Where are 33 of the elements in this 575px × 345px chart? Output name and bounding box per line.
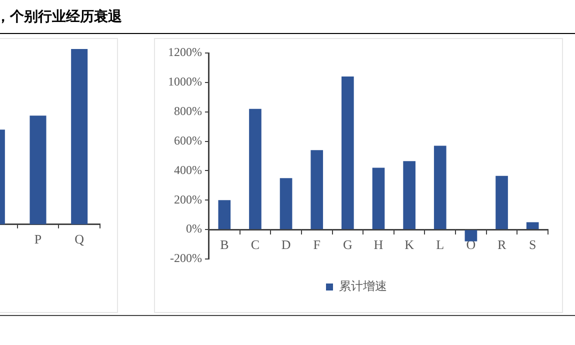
y-tick-label: 200% — [174, 192, 202, 206]
bar — [372, 168, 385, 230]
x-tick-label: B — [220, 236, 230, 252]
x-tick-label: Q — [74, 232, 85, 247]
x-tick-label: L — [436, 236, 444, 252]
y-tick-label: 800% — [174, 104, 202, 118]
bar — [403, 161, 416, 230]
x-tick-label: G — [342, 236, 352, 252]
y-tick-label: 600% — [174, 133, 202, 148]
x-tick-label: K — [404, 236, 415, 252]
y-tick-label: 0% — [186, 222, 202, 236]
bar — [464, 230, 478, 242]
legend-label: 累计增速 — [339, 279, 387, 294]
x-tick-label: H — [374, 236, 384, 252]
x-tick-label: F — [313, 236, 320, 252]
bar — [434, 146, 446, 230]
bar — [310, 150, 324, 230]
bar — [342, 76, 354, 230]
y-tick-label: 400% — [174, 162, 202, 177]
bar — [526, 222, 539, 230]
x-tick-label: P — [34, 232, 42, 247]
y-tick-label: -200% — [170, 251, 202, 266]
x-tick-label: R — [497, 236, 506, 252]
x-tick-label: D — [281, 236, 291, 252]
bar — [249, 108, 262, 230]
y-tick-label: 1000% — [168, 74, 202, 89]
x-tick-label: C — [250, 236, 260, 252]
chart-title: ，个别行业经历衰退 — [0, 8, 122, 26]
bar — [496, 176, 508, 230]
x-tick-label: S — [528, 236, 536, 252]
bar — [218, 200, 231, 230]
bar — [280, 178, 292, 230]
y-tick-label: 1200% — [168, 45, 202, 60]
